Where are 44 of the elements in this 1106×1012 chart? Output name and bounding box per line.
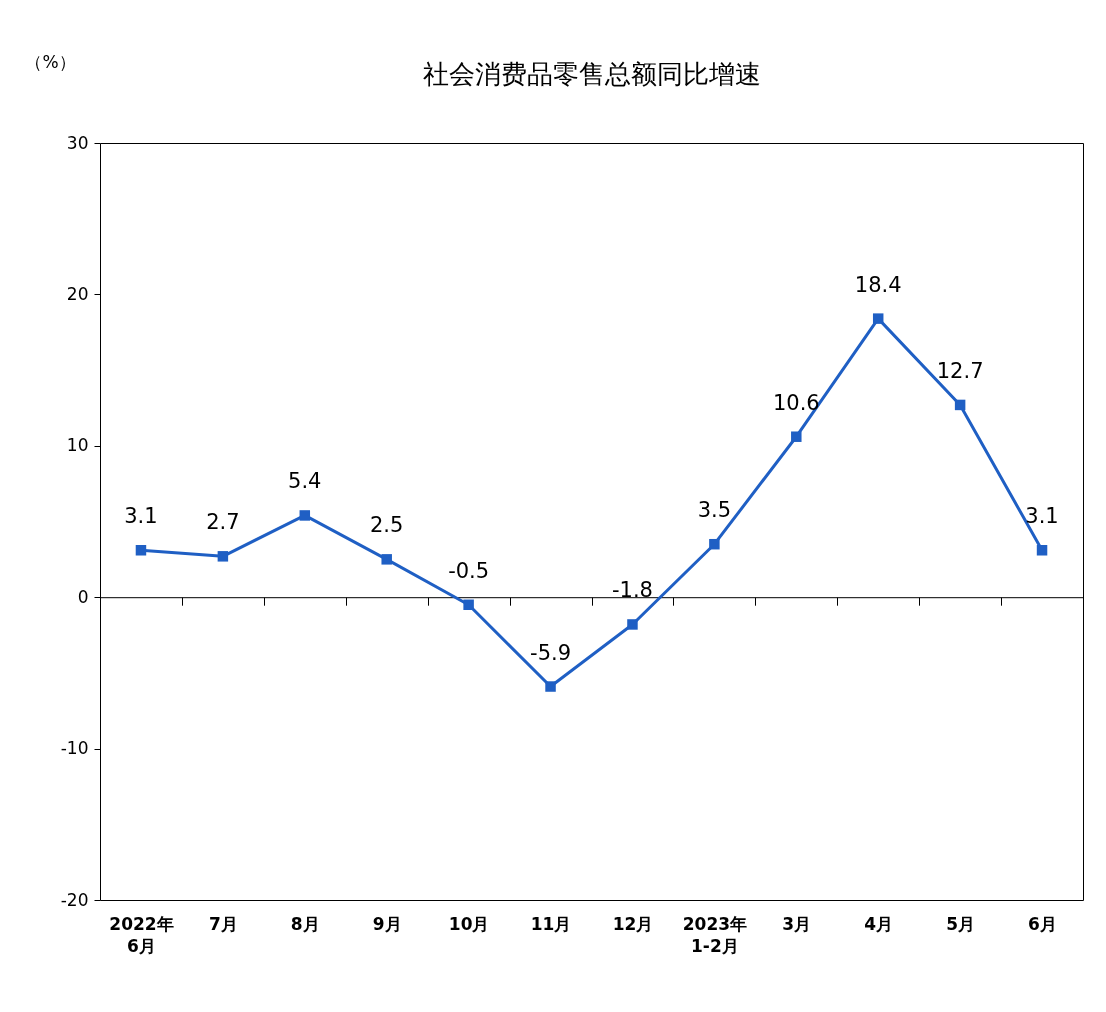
y-tick-label: -20 (60, 889, 89, 910)
data-label: 2.7 (206, 510, 240, 535)
point (545, 681, 556, 692)
point (627, 619, 638, 630)
point (872, 313, 884, 324)
point (217, 551, 229, 562)
x-tick-label: 8月 (290, 913, 320, 934)
x-tick-label: 11月 (530, 913, 572, 934)
data-label: 3.5 (697, 498, 732, 523)
point (709, 538, 720, 550)
point (381, 554, 392, 565)
data-label: 12.7 (936, 358, 984, 383)
point (791, 431, 802, 442)
data-label: -1.8 (611, 578, 653, 603)
chart-title: 社会消费品零售总额同比增速 (422, 59, 761, 89)
y-tick-label: 30 (66, 132, 89, 153)
x-tick-label: 9月 (372, 913, 402, 934)
point (463, 599, 474, 611)
x-tick-label: 4月 (864, 913, 894, 934)
y-axis-title: （%） (25, 51, 76, 72)
x-tick-label: 6月 (1028, 913, 1057, 934)
data-label: 2.5 (370, 513, 404, 538)
data-label: 18.4 (854, 272, 902, 297)
data-label: 3.1 (124, 504, 158, 529)
x-tick-label: 5月 (946, 913, 976, 934)
y-tick-label: 10 (66, 435, 89, 456)
x-tick-label: 12月 (612, 913, 654, 934)
point (135, 545, 147, 556)
x-tick-label: 2022年 6月 (109, 913, 174, 956)
data-label: 5.4 (288, 469, 322, 494)
point (299, 510, 311, 521)
y-tick-label: -10 (60, 738, 89, 759)
point (954, 399, 966, 411)
data-label: -0.5 (448, 558, 490, 583)
data-label: 10.6 (772, 390, 820, 415)
y-tick-label: 20 (66, 283, 89, 304)
x-tick-label: 7月 (208, 913, 238, 934)
x-tick-label: 2023年 1-2月 (682, 913, 748, 956)
data-label: -5.9 (530, 640, 572, 665)
data-label: 3.1 (1025, 504, 1059, 529)
point (1036, 545, 1048, 556)
y-tick-label: 0 (77, 586, 89, 607)
x-tick-label: 10月 (448, 913, 490, 934)
x-tick-label: 3月 (782, 913, 812, 934)
